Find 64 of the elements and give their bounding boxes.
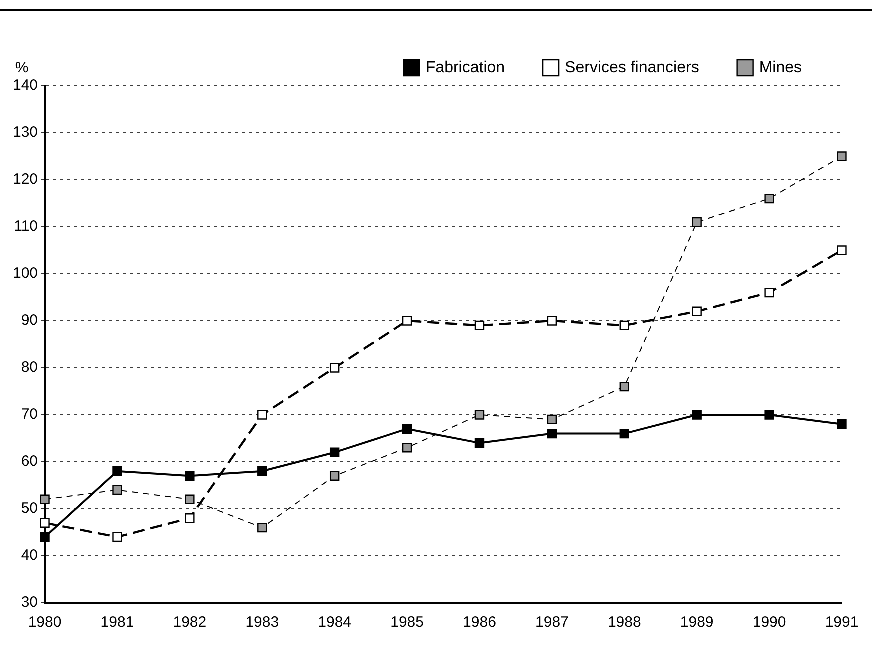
x-tick-label: 1991 [825, 614, 859, 632]
legend-label: Mines [759, 59, 802, 76]
x-tick-label: 1985 [390, 614, 424, 632]
y-tick-label: 100 [12, 265, 38, 282]
point [185, 471, 195, 481]
y-axis-title: % [15, 60, 29, 77]
x-tick-label: 1980 [28, 614, 62, 632]
point [258, 522, 268, 533]
point [402, 424, 412, 434]
x-tick-label: 1982 [173, 614, 207, 632]
point [330, 363, 340, 373]
point [474, 410, 485, 420]
point [692, 217, 702, 228]
y-tick-label: 30 [21, 594, 38, 612]
y-tick-label: 120 [12, 171, 38, 188]
point [185, 514, 195, 524]
y-tick-label: 60 [21, 453, 38, 470]
point [837, 152, 847, 162]
point [40, 518, 50, 528]
y-tick-label: 70 [21, 406, 38, 424]
point [547, 428, 558, 439]
point [258, 410, 268, 420]
point [837, 420, 847, 430]
point [547, 316, 558, 326]
y-tick-label: 80 [21, 359, 38, 376]
point [112, 485, 122, 496]
x-tick-label: 1981 [100, 614, 134, 632]
point [764, 288, 774, 298]
y-tick-label: 40 [21, 547, 38, 564]
x-tick-label: 1983 [246, 614, 280, 632]
y-tick-label: 50 [21, 500, 38, 518]
point [620, 382, 630, 392]
point [40, 494, 50, 504]
point [402, 316, 412, 326]
point [112, 532, 122, 542]
point [474, 320, 485, 331]
point [692, 410, 702, 420]
y-tick-label: 130 [12, 124, 38, 142]
x-tick-label: 1990 [752, 614, 786, 632]
point [692, 306, 702, 316]
point [764, 194, 774, 204]
x-tick-label: 1988 [608, 614, 642, 632]
point [112, 466, 122, 476]
point [837, 246, 847, 256]
y-tick-label: 140 [12, 77, 38, 94]
point [258, 466, 268, 476]
point [474, 438, 485, 448]
y-tick-label: 90 [21, 312, 38, 330]
x-tick-label: 1989 [680, 614, 714, 632]
point [40, 532, 50, 542]
x-tick-label: 1984 [318, 614, 352, 632]
legend-label: Fabrication [426, 59, 506, 76]
y-tick-label: 110 [14, 218, 38, 236]
point [330, 471, 340, 481]
legend-label: Services financiers [565, 59, 700, 76]
point [547, 414, 558, 425]
point [402, 443, 412, 453]
point [620, 428, 630, 439]
point [330, 448, 340, 458]
point [620, 320, 630, 331]
point [185, 494, 195, 504]
x-tick-label: 1986 [463, 614, 496, 632]
x-tick-label: 1987 [536, 614, 569, 632]
point [764, 410, 774, 420]
